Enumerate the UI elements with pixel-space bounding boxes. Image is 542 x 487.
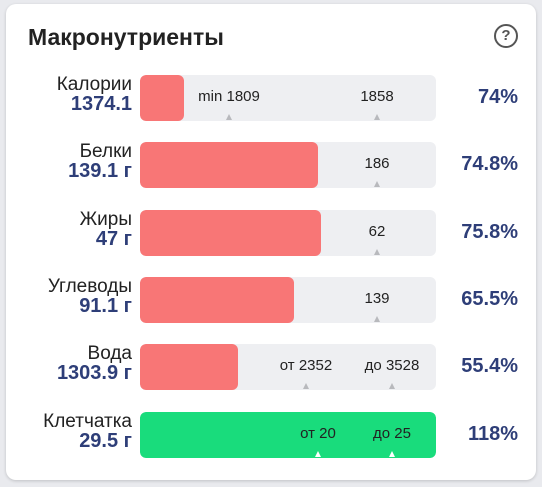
progress-fill — [140, 142, 318, 188]
nutrient-name: Вода — [87, 343, 132, 364]
progress-fill — [140, 412, 436, 458]
nutrient-amount: 1374.1 — [70, 93, 132, 115]
macronutrients-card: Макронутриенты ? Калории 1374.1 min 1809 18… — [6, 4, 536, 480]
target-marker-label: 186 — [364, 155, 390, 172]
progress-fill — [140, 210, 321, 256]
nutrient-percent: 55.4% — [461, 355, 518, 377]
nutrient-progress-bar: 186 — [140, 142, 436, 188]
nutrient-percent: 74% — [477, 86, 518, 108]
nutrient-name: Белки — [79, 141, 132, 162]
target-marker-label: до 3528 — [364, 357, 420, 374]
target-marker-label: 139 — [364, 290, 390, 307]
nutrient-amount: 1303.9 г — [56, 362, 132, 384]
nutrient-row: Вода 1303.9 г от 2352 до 3528 55.4% — [6, 343, 536, 390]
target-tick-icon — [315, 451, 321, 457]
nutrient-progress-bar: 139 — [140, 277, 436, 323]
progress-fill — [140, 75, 184, 121]
target-marker-label: от 20 — [300, 425, 336, 442]
nutrient-name: Жиры — [79, 209, 132, 230]
target-marker-label: от 2352 — [279, 357, 333, 374]
target-tick-icon — [374, 316, 380, 322]
card-title: Макронутриенты — [28, 24, 224, 50]
target-tick-icon — [303, 383, 309, 389]
nutrient-row: Белки 139.1 г 186 74.8% — [6, 141, 536, 188]
target-tick-icon — [374, 181, 380, 187]
nutrient-name: Углеводы — [47, 276, 132, 297]
nutrient-percent: 74.8% — [461, 153, 518, 175]
nutrient-progress-bar: min 1809 1858 — [140, 75, 436, 121]
target-tick-icon — [389, 383, 395, 389]
target-tick-icon — [226, 114, 232, 120]
nutrient-percent: 65.5% — [461, 288, 518, 310]
nutrient-amount: 91.1 г — [79, 295, 132, 317]
nutrient-amount: 47 г — [95, 228, 132, 250]
nutrient-percent: 118% — [467, 423, 518, 445]
target-tick-icon — [389, 451, 395, 457]
nutrient-row: Клетчатка 29.5 г от 20 до 25 118% — [6, 411, 536, 458]
nutrient-percent: 75.8% — [461, 221, 518, 243]
nutrient-amount: 139.1 г — [68, 160, 132, 182]
nutrient-progress-bar: от 20 до 25 — [140, 412, 436, 458]
progress-fill — [140, 277, 294, 323]
nutrient-progress-bar: от 2352 до 3528 — [140, 344, 436, 390]
nutrient-name: Клетчатка — [43, 411, 132, 432]
nutrient-progress-bar: 62 — [140, 210, 436, 256]
target-marker-label: 1858 — [360, 88, 394, 105]
nutrient-row: Калории 1374.1 min 1809 1858 74% — [6, 74, 536, 121]
question-circle-icon[interactable]: ? — [494, 24, 518, 48]
nutrient-amount: 29.5 г — [79, 430, 132, 452]
target-tick-icon — [374, 114, 380, 120]
progress-fill — [140, 344, 238, 390]
nutrient-row: Углеводы 91.1 г 139 65.5% — [6, 276, 536, 323]
target-marker-label: до 25 — [373, 425, 411, 442]
target-tick-icon — [374, 249, 380, 255]
target-marker-label: min 1809 — [198, 88, 260, 105]
nutrient-row: Жиры 47 г 62 75.8% — [6, 209, 536, 256]
target-marker-label: 62 — [368, 223, 386, 240]
nutrient-name: Калории — [56, 74, 132, 95]
